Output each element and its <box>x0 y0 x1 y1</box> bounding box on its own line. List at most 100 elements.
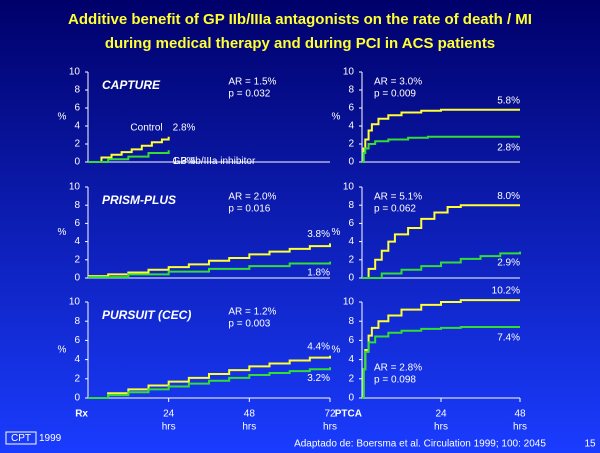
y-tick-label: 2 <box>348 139 354 150</box>
annotation: p = 0.003 <box>228 319 270 330</box>
y-tick-label: 2 <box>74 373 80 384</box>
series-name: Control <box>130 122 162 133</box>
series-line <box>362 204 520 279</box>
y-tick-label: 2 <box>348 254 354 265</box>
x-tick-label: 48 <box>244 409 256 420</box>
y-tick-label: 6 <box>74 103 80 114</box>
annotation: p = 0.062 <box>374 204 416 215</box>
y-axis-label: % <box>332 227 341 238</box>
annotation: AR = 2.0% <box>228 192 276 203</box>
y-tick-label: 10 <box>69 182 81 193</box>
y-axis-label: % <box>332 345 341 356</box>
y-tick-label: 4 <box>74 236 80 247</box>
x-tick-label: 72 <box>324 409 336 420</box>
y-tick-label: 8 <box>348 85 354 96</box>
annotation: AR = 1.2% <box>228 307 276 318</box>
y-tick-label: 10 <box>69 67 81 78</box>
y-tick-label: 8 <box>348 316 354 327</box>
series-line <box>88 355 331 399</box>
end-label: 3.2% <box>307 373 330 384</box>
y-tick-label: 0 <box>74 157 80 168</box>
annotation: AR = 5.1% <box>374 192 422 203</box>
y-tick-label: 10 <box>343 67 355 78</box>
y-tick-label: 6 <box>348 335 354 346</box>
end-label: 1.8% <box>307 267 330 278</box>
panel-title: PRISM-PLUS <box>102 193 176 207</box>
x-origin-label: PTCA <box>335 409 362 420</box>
end-label: 10.2% <box>492 286 520 297</box>
end-label: 2.8% <box>173 122 196 133</box>
series-line <box>362 108 520 163</box>
y-tick-label: 2 <box>74 254 80 265</box>
annotation: AR = 1.5% <box>228 77 276 88</box>
x-unit: hrs <box>434 422 448 433</box>
end-label: 2.8% <box>497 142 520 153</box>
panel-title: PURSUIT (CEC) <box>102 308 191 322</box>
y-tick-label: 6 <box>74 218 80 229</box>
y-tick-label: 2 <box>348 373 354 384</box>
y-tick-label: 4 <box>348 354 354 365</box>
y-axis-label: % <box>58 227 67 238</box>
end-label: 8.0% <box>497 191 520 202</box>
source: Adaptado de: Boersma et al. Circulation … <box>294 439 546 450</box>
annotation: p = 0.009 <box>374 89 416 100</box>
y-tick-label: 0 <box>74 393 80 404</box>
series-line <box>362 325 520 399</box>
annotation: AR = 3.0% <box>374 77 422 88</box>
y-tick-label: 0 <box>348 157 354 168</box>
end-label: 3.8% <box>307 229 330 240</box>
end-label: 7.4% <box>497 333 520 344</box>
series-line <box>362 135 520 163</box>
series-line <box>88 261 331 279</box>
y-tick-label: 2 <box>74 139 80 150</box>
series-line <box>88 150 170 163</box>
series-line <box>88 243 331 278</box>
y-tick-label: 8 <box>348 200 354 211</box>
y-tick-label: 6 <box>348 218 354 229</box>
y-tick-label: 0 <box>348 273 354 284</box>
series-line <box>88 367 331 399</box>
y-tick-label: 0 <box>348 393 354 404</box>
end-label: 2.9% <box>497 257 520 268</box>
y-tick-label: 4 <box>348 236 354 247</box>
slide-title: Additive benefit of GP IIb/IIIa antagoni… <box>68 11 532 28</box>
series-line <box>88 136 170 163</box>
y-tick-label: 8 <box>74 85 80 96</box>
x-origin-label: Rx <box>75 409 88 420</box>
end-label: 5.8% <box>497 95 520 106</box>
x-tick-label: 48 <box>514 409 526 420</box>
annotation: AR = 2.8% <box>374 363 422 374</box>
annotation: p = 0.016 <box>228 204 270 215</box>
x-tick-label: 24 <box>163 409 175 420</box>
page-number: 15 <box>584 439 596 450</box>
y-tick-label: 6 <box>74 335 80 346</box>
y-tick-label: 0 <box>74 273 80 284</box>
x-unit: hrs <box>513 422 527 433</box>
y-tick-label: 4 <box>74 354 80 365</box>
year: 1999 <box>39 433 62 444</box>
panel-title: CAPTURE <box>102 78 161 92</box>
series-line <box>362 251 521 279</box>
y-tick-label: 8 <box>74 200 80 211</box>
logo-box <box>5 431 37 445</box>
y-tick-label: 4 <box>74 121 80 132</box>
end-label: 1.3% <box>173 156 196 167</box>
end-label: 4.4% <box>307 341 330 352</box>
y-axis-label: % <box>58 112 67 123</box>
series-name: GP IIb/IIIa inhibitor <box>173 156 256 167</box>
annotation: p = 0.098 <box>374 375 416 386</box>
y-axis-label: % <box>332 112 341 123</box>
slide-title: during medical therapy and during PCI in… <box>105 35 495 52</box>
x-tick-label: 24 <box>435 409 447 420</box>
y-tick-label: 10 <box>343 297 355 308</box>
y-tick-label: 4 <box>348 121 354 132</box>
y-axis-label: % <box>58 345 67 356</box>
y-tick-label: 6 <box>348 103 354 114</box>
x-unit: hrs <box>242 422 256 433</box>
x-unit: hrs <box>323 422 337 433</box>
annotation: p = 0.032 <box>228 89 270 100</box>
y-tick-label: 10 <box>69 297 81 308</box>
